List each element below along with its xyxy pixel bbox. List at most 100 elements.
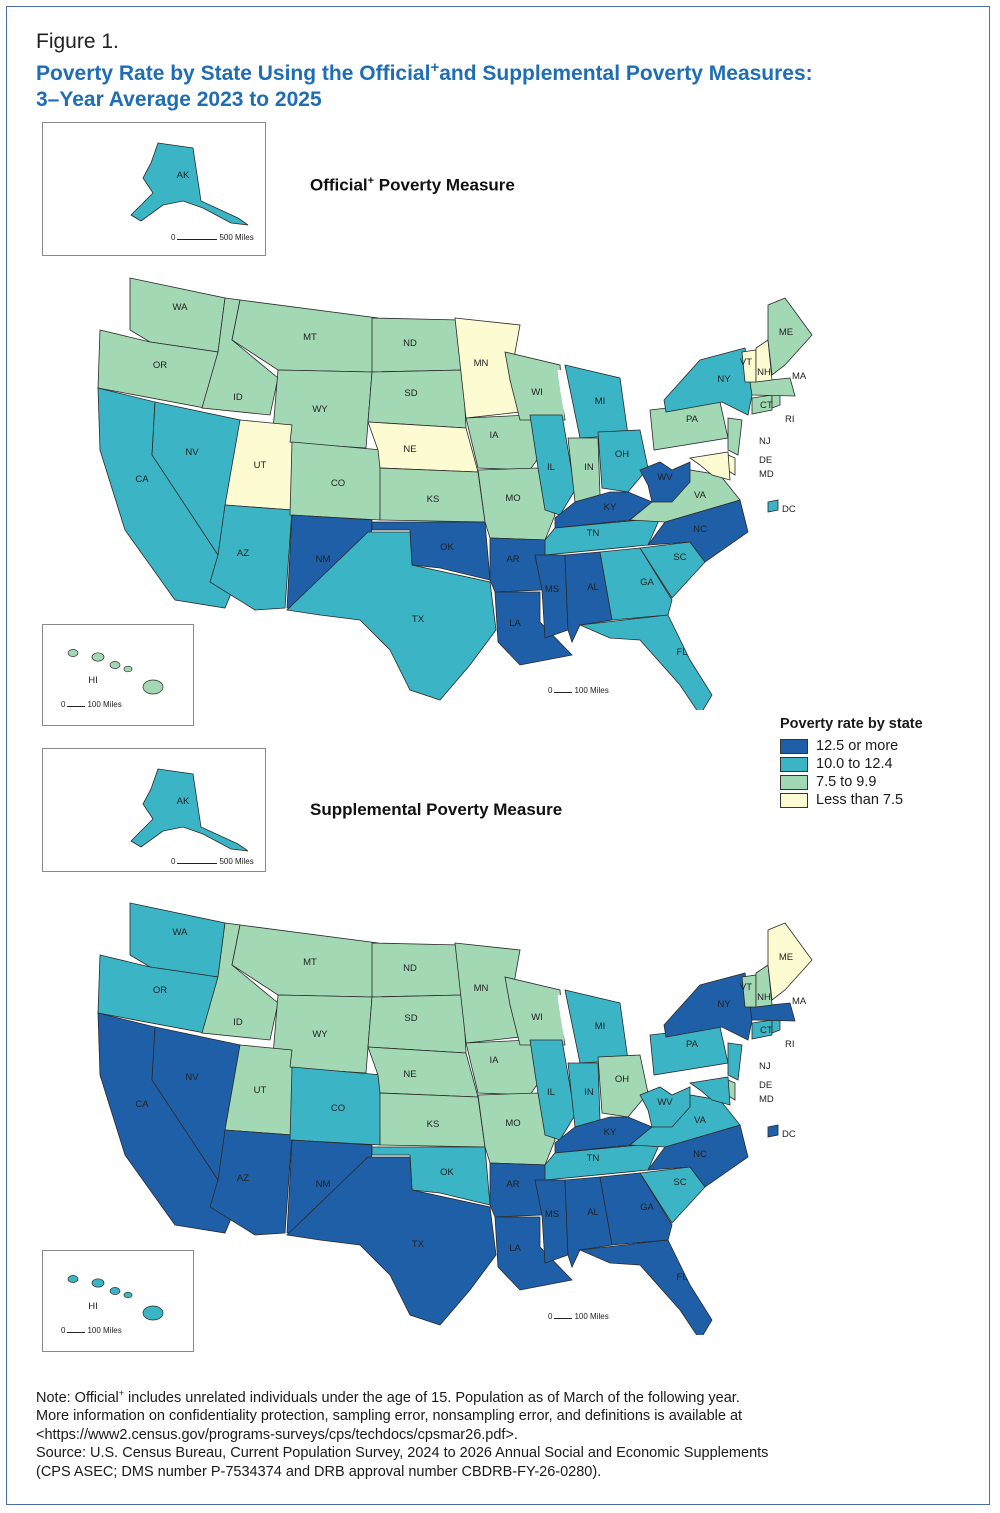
state-me <box>767 922 813 1001</box>
hawaii-inset-official: HI 0 100 Miles <box>42 624 194 726</box>
legend-label: Less than 7.5 <box>816 792 904 808</box>
legend-label: 10.0 to 12.4 <box>816 756 893 772</box>
figure-number: Figure 1. <box>36 30 119 53</box>
note-line-1: Note: Official+ includes unrelated indiv… <box>36 1388 740 1406</box>
state-label-ma: MA <box>792 371 807 382</box>
state-oh <box>597 1054 649 1118</box>
state-label-mi: MI <box>595 1021 606 1032</box>
state-oh <box>597 429 649 493</box>
state-ms <box>534 554 569 639</box>
state-tx <box>286 1156 497 1326</box>
state-nh <box>755 339 773 383</box>
state-label-ar: AR <box>506 1179 519 1190</box>
state-label-ar: AR <box>506 554 519 565</box>
state-ny <box>663 972 753 1041</box>
state-label-mo: MO <box>505 1118 520 1129</box>
state-label-ak: AK <box>177 796 190 807</box>
state-ga <box>599 1172 673 1246</box>
state-label-ne: NE <box>403 444 416 455</box>
state-ma <box>749 1002 796 1022</box>
state-label-fl: FL <box>676 1272 687 1283</box>
state-label-ak: AK <box>177 170 190 181</box>
hawaii-inset-supplemental: HI 0 100 Miles <box>42 1250 194 1352</box>
state-label-nm: NM <box>316 554 331 565</box>
state-dc <box>767 499 779 513</box>
state-me <box>767 297 813 376</box>
state-label-ri: RI <box>785 1039 795 1050</box>
state-nd <box>371 942 464 998</box>
legend-title: Poverty rate by state <box>780 716 923 732</box>
legend: Poverty rate by state 12.5 or more 10.0 t… <box>780 716 960 809</box>
state-label-co: CO <box>331 478 345 489</box>
state-sd <box>367 369 467 429</box>
figure-title: Poverty Rate by State Using the Official… <box>36 59 813 111</box>
state-label-ny: NY <box>717 999 731 1010</box>
official-main-scale: 0 100 Miles <box>548 686 609 695</box>
state-label-dc: DC <box>782 1129 796 1140</box>
state-tx <box>286 531 497 701</box>
legend-item: Less than 7.5 <box>780 791 960 809</box>
state-label-ca: CA <box>135 474 149 485</box>
state-label-id: ID <box>233 1017 243 1028</box>
lake-michigan <box>557 994 575 1061</box>
hawaii-island <box>142 679 164 695</box>
state-label-ia: IA <box>490 430 500 441</box>
state-ma <box>749 377 796 397</box>
alaska-inset-supplemental: AK 0 500 Miles <box>42 748 266 872</box>
legend-label: 7.5 to 9.9 <box>816 774 877 790</box>
state-label-ok: OK <box>440 1167 454 1178</box>
state-label-nj: NJ <box>759 1061 771 1072</box>
legend-item: 10.0 to 12.4 <box>780 755 960 773</box>
state-label-mo: MO <box>505 493 520 504</box>
state-label-la: LA <box>509 1243 521 1254</box>
state-label-ms: MS <box>545 584 559 595</box>
state-label-wv: WV <box>657 1097 673 1108</box>
supplemental-main-scale: 0 100 Miles <box>548 1312 609 1321</box>
state-label-de: DE <box>759 1080 772 1091</box>
state-label-tn: TN <box>587 1153 600 1164</box>
state-label-hi: HI <box>88 675 98 686</box>
state-label-wv: WV <box>657 472 673 483</box>
state-label-ut: UT <box>254 1085 267 1096</box>
state-label-sc: SC <box>673 552 686 563</box>
legend-item: 7.5 to 9.9 <box>780 773 960 791</box>
state-label-hi: HI <box>88 1301 98 1312</box>
state-label-oh: OH <box>615 1074 629 1085</box>
lake-michigan <box>557 369 575 436</box>
figure-frame <box>6 6 990 1505</box>
state-label-tx: TX <box>412 1239 425 1250</box>
state-label-ky: KY <box>604 1127 617 1138</box>
state-label-pa: PA <box>686 1039 699 1050</box>
state-label-wi: WI <box>531 387 543 398</box>
state-ok <box>371 521 491 581</box>
state-label-tx: TX <box>412 614 425 625</box>
state-label-wi: WI <box>531 1012 543 1023</box>
state-pa <box>649 1026 729 1076</box>
state-label-me: ME <box>779 327 793 338</box>
note-line-2: More information on confidentiality prot… <box>36 1408 743 1425</box>
legend-item: 12.5 or more <box>780 737 960 755</box>
state-wy <box>271 369 373 449</box>
legend-swatch <box>780 792 808 808</box>
state-ri <box>771 393 781 409</box>
state-ct <box>751 1019 773 1040</box>
state-ok <box>371 1146 491 1206</box>
state-la <box>494 1216 573 1291</box>
state-pa <box>649 401 729 451</box>
state-label-ne: NE <box>403 1069 416 1080</box>
hawaii-island <box>67 649 79 657</box>
state-label-vt: VT <box>740 357 752 368</box>
state-label-ga: GA <box>640 1202 654 1213</box>
state-label-in: IN <box>584 462 594 473</box>
state-ga <box>599 547 673 621</box>
legend-swatch <box>780 738 808 754</box>
alaska-inset-official: AK 0 500 Miles <box>42 122 266 256</box>
alaska-scale: 0 500 Miles <box>171 857 254 866</box>
state-nj <box>727 417 743 456</box>
state-ar <box>489 1162 551 1218</box>
state-label-az: AZ <box>237 548 249 559</box>
state-label-ct: CT <box>760 400 773 411</box>
state-label-md: MD <box>759 469 774 480</box>
state-label-tn: TN <box>587 528 600 539</box>
state-label-nv: NV <box>185 1072 199 1083</box>
